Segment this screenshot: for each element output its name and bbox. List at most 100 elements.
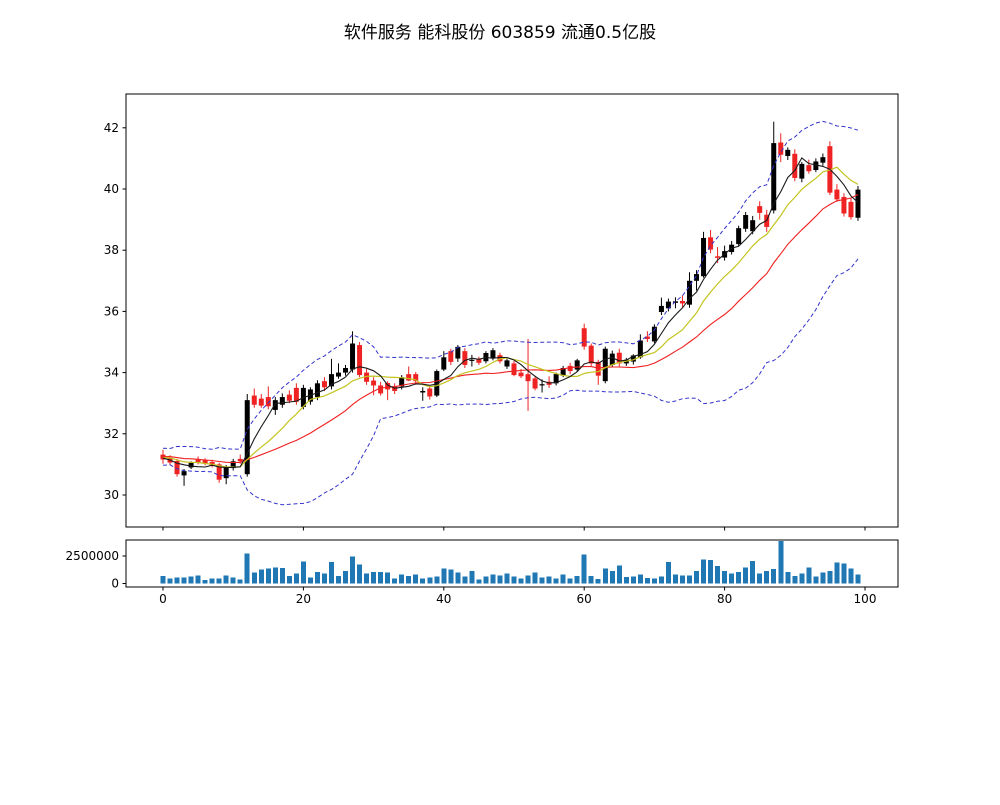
candle-body xyxy=(343,368,349,373)
volume-bar xyxy=(792,576,798,584)
volume-bar xyxy=(778,541,784,584)
candle-body xyxy=(694,274,700,281)
x-tick-label: 0 xyxy=(159,592,167,606)
candle-body xyxy=(321,381,327,388)
volume-bar xyxy=(448,569,454,584)
price-panel xyxy=(160,120,861,506)
candle-body xyxy=(357,345,363,376)
candle-body xyxy=(560,368,566,376)
volume-bar xyxy=(237,579,243,584)
volume-bar xyxy=(637,574,643,584)
volume-bar xyxy=(385,572,391,584)
volume-bar xyxy=(665,562,671,584)
volume-bar xyxy=(694,570,700,584)
volume-bar xyxy=(588,576,594,584)
volume-bar xyxy=(595,579,601,584)
volume-bar xyxy=(406,576,412,584)
volume-bar xyxy=(518,578,524,584)
volume-bar xyxy=(806,567,812,584)
volume-bar xyxy=(216,578,222,584)
volume-bar xyxy=(420,578,426,584)
volume-bar xyxy=(722,570,728,584)
candle-body xyxy=(216,464,222,480)
volume-bar xyxy=(785,571,791,584)
volume-bar xyxy=(687,575,692,584)
candle-body xyxy=(350,343,356,370)
volume-bar xyxy=(364,573,370,584)
volume-bar xyxy=(497,575,503,584)
candle-body xyxy=(658,305,664,313)
volume-bar xyxy=(167,578,173,584)
volume-bar xyxy=(658,576,664,584)
volume-bar xyxy=(371,571,377,584)
volume-bar xyxy=(476,579,482,584)
price-y-tick-label: 36 xyxy=(104,304,119,318)
candle-body xyxy=(708,237,714,250)
bollinger-upper-line xyxy=(162,120,859,450)
price-y-tick-label: 38 xyxy=(104,243,119,257)
candle-body xyxy=(771,143,777,211)
volume-bar xyxy=(209,578,215,584)
volume-bar xyxy=(679,575,685,584)
volume-bar xyxy=(258,569,264,584)
candle-body xyxy=(595,361,601,376)
volume-bar xyxy=(827,570,833,584)
candle-body xyxy=(455,346,461,359)
volume-bar xyxy=(272,567,278,584)
candle-body xyxy=(504,360,510,367)
price-y-tick-label: 32 xyxy=(104,427,119,441)
candle-body xyxy=(630,355,636,362)
volume-bar xyxy=(729,573,735,584)
price-y-tick-label: 42 xyxy=(104,121,119,135)
candle-body xyxy=(799,163,805,179)
price-panel-border xyxy=(125,93,899,528)
volume-bar xyxy=(174,577,180,584)
candle-body xyxy=(532,378,538,389)
candle-body xyxy=(399,377,405,387)
price-y-tick-label: 34 xyxy=(104,366,119,380)
candle-body xyxy=(813,161,819,171)
candle-body xyxy=(518,372,524,377)
volume-bar xyxy=(286,576,292,584)
volume-bar xyxy=(441,568,447,584)
candle-body xyxy=(574,360,580,370)
volume-bar xyxy=(848,568,854,584)
candle-body xyxy=(750,220,756,232)
candle-body xyxy=(602,348,608,382)
candle-body xyxy=(644,336,650,339)
volume-bar xyxy=(799,573,805,584)
volume-bar xyxy=(553,578,559,584)
candle-body xyxy=(286,394,292,401)
candle-body xyxy=(328,374,334,387)
volume-bar xyxy=(469,570,475,584)
volume-bar xyxy=(701,559,707,584)
candle-body xyxy=(413,374,419,382)
candle-body xyxy=(855,189,861,218)
volume-bar xyxy=(511,576,517,584)
candle-body xyxy=(195,459,201,463)
candle-body xyxy=(553,374,559,384)
volume-bar xyxy=(321,573,327,584)
candle-body xyxy=(279,397,285,405)
ma10-line xyxy=(163,166,859,468)
candle-body xyxy=(841,196,847,214)
volume-bar xyxy=(230,577,236,584)
candle-body xyxy=(567,365,573,372)
volume-bar xyxy=(427,577,433,584)
volume-bar xyxy=(181,577,187,584)
candle-body xyxy=(736,228,742,245)
candle-body xyxy=(616,352,622,364)
volume-bar xyxy=(813,576,819,584)
volume-bar xyxy=(651,578,657,584)
volume-bar xyxy=(350,556,356,584)
volume-bar xyxy=(630,576,636,584)
volume-bar xyxy=(567,578,573,584)
volume-bar xyxy=(279,568,285,584)
volume-bar xyxy=(525,575,531,584)
candle-body xyxy=(293,387,299,402)
volume-bar xyxy=(855,574,861,584)
volume-bar xyxy=(413,574,419,584)
volume-bar xyxy=(483,576,489,584)
volume-panel xyxy=(160,541,861,584)
